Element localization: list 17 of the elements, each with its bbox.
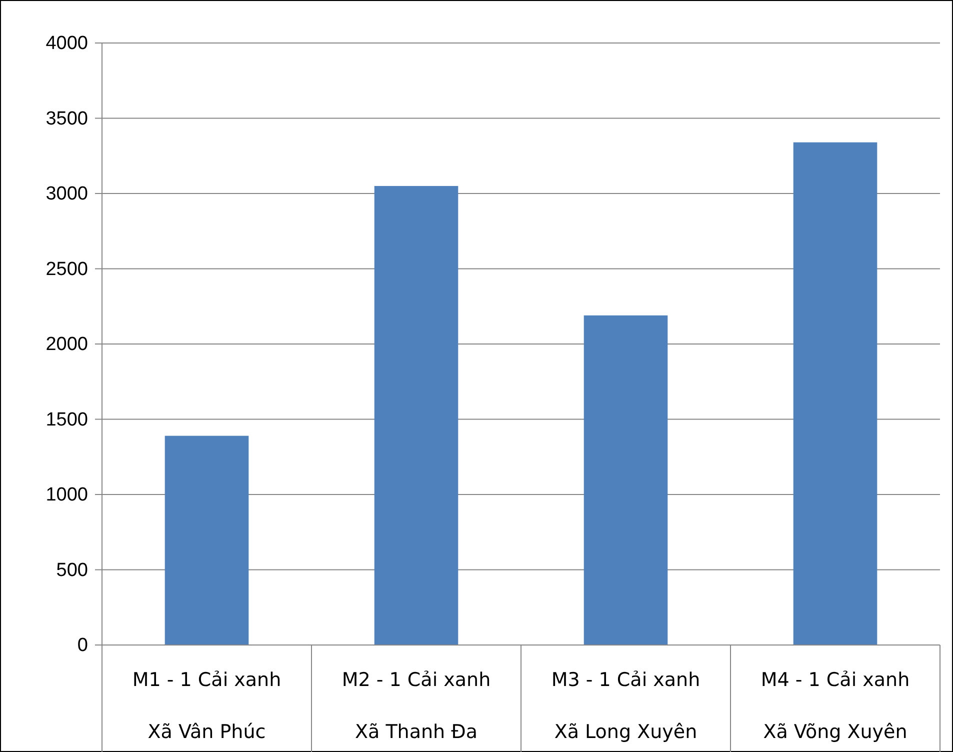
y-tick-label: 0 (77, 635, 88, 656)
y-tick-label: 2500 (46, 258, 88, 280)
bar (793, 142, 878, 645)
bar (374, 186, 458, 645)
y-tick-label: 1000 (46, 484, 88, 506)
bar (584, 315, 668, 645)
y-tick-label: 500 (56, 560, 88, 581)
category-label: M1 - 1 Cải xanh Xã Vân Phúc (132, 669, 282, 743)
y-tick-label: 1500 (46, 409, 88, 430)
category-label: M3 - 1 Cải xanh Xã Long Xuyên (551, 669, 700, 743)
y-tick-label: 4000 (46, 33, 88, 54)
y-tick-label: 3000 (46, 184, 88, 205)
category-label: M2 - 1 Cải xanh Xã Thanh Đa (342, 669, 491, 743)
bar (164, 436, 249, 645)
category-label: M4 - 1 Cải xanh Xã Võng Xuyên (760, 669, 910, 743)
y-tick-label: 3500 (46, 108, 88, 130)
y-tick-label: 2000 (46, 334, 88, 356)
